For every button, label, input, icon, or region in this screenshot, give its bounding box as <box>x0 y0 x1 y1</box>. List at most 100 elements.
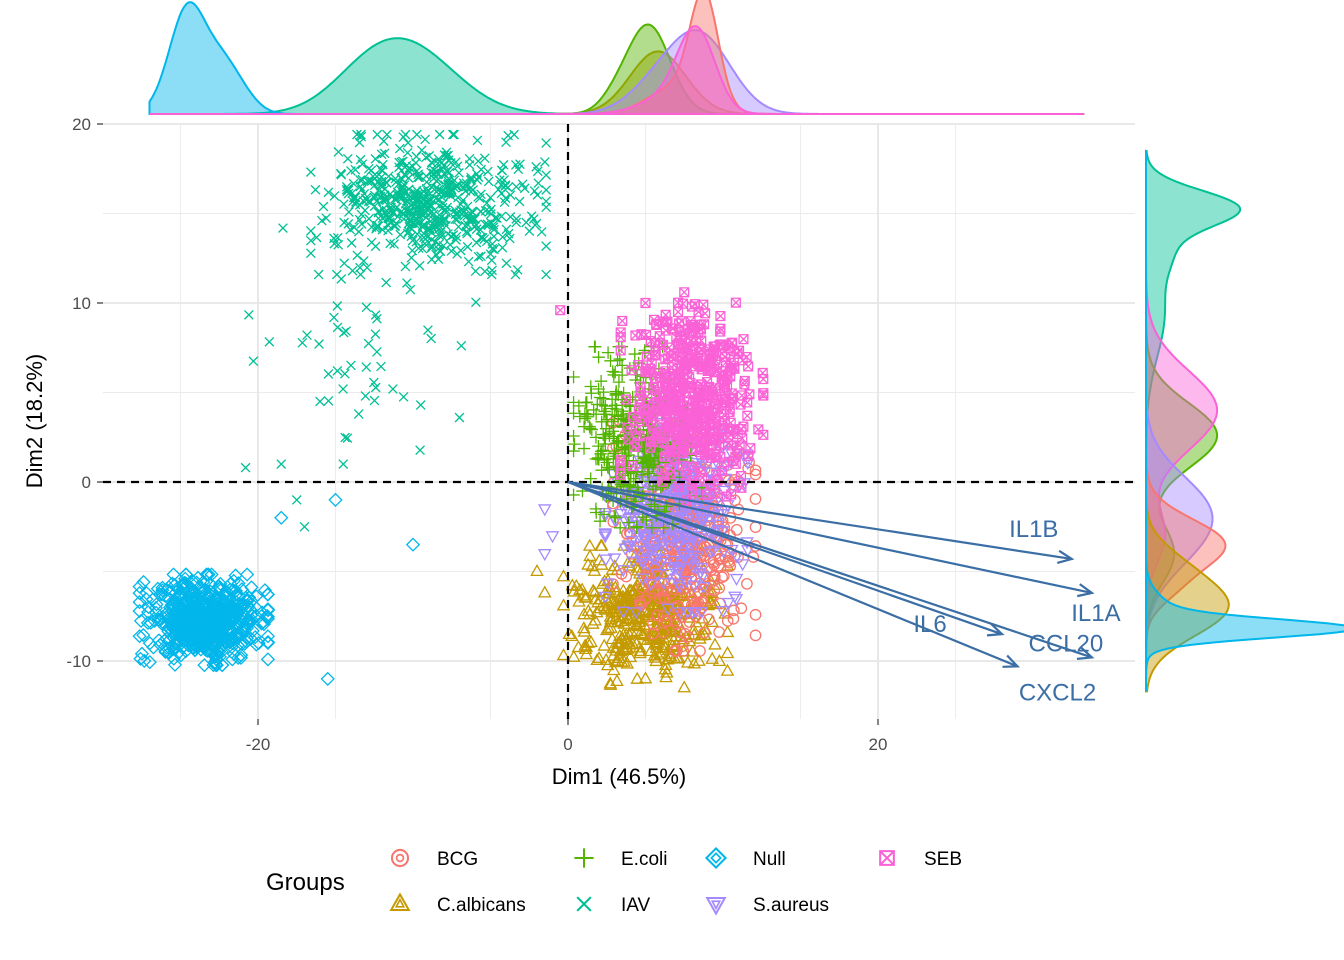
data-point <box>482 166 493 177</box>
data-point <box>687 656 702 669</box>
data-point <box>442 166 453 177</box>
data-point <box>372 346 382 357</box>
data-point <box>714 339 725 350</box>
data-point <box>716 606 730 619</box>
data-point <box>657 577 671 590</box>
data-point <box>711 535 726 548</box>
data-point <box>721 381 733 392</box>
legend-label: S.aureus <box>753 895 829 916</box>
data-point <box>485 249 496 259</box>
data-point <box>739 379 750 390</box>
data-point <box>476 251 486 262</box>
data-point <box>169 636 184 651</box>
legend: Groups BCG C.albicans E.coli IAV Null S.aureu… <box>266 846 962 916</box>
data-point <box>758 388 769 399</box>
data-point <box>169 616 184 631</box>
data-point <box>605 631 620 645</box>
data-point <box>607 368 620 382</box>
data-point <box>423 325 433 335</box>
data-point <box>475 225 486 235</box>
data-point <box>392 211 403 222</box>
data-point <box>486 269 497 280</box>
data-point <box>567 429 580 443</box>
data-point <box>248 356 259 367</box>
data-point <box>456 340 467 351</box>
data-point <box>587 403 600 417</box>
data-point <box>686 550 700 563</box>
data-point <box>593 391 607 404</box>
data-point <box>264 336 275 347</box>
data-point <box>605 562 620 575</box>
data-point <box>716 546 731 559</box>
data-point <box>648 382 659 393</box>
data-point <box>650 337 661 349</box>
data-point <box>132 595 147 610</box>
data-point <box>614 412 628 425</box>
data-point <box>449 175 460 186</box>
data-point <box>323 369 334 379</box>
legend-key <box>574 848 594 868</box>
data-point <box>609 643 623 656</box>
data-point <box>706 510 721 523</box>
data-point <box>471 224 482 235</box>
data-point <box>595 398 609 412</box>
data-point <box>732 348 743 359</box>
data-point <box>640 297 651 309</box>
data-point <box>376 149 387 160</box>
data-point <box>332 232 343 243</box>
data-point <box>749 493 762 505</box>
data-point <box>466 213 477 224</box>
data-point <box>415 400 426 410</box>
data-point <box>454 168 464 178</box>
data-point <box>612 651 626 664</box>
data-point <box>511 181 522 192</box>
data-point <box>379 148 390 159</box>
data-point <box>411 151 422 162</box>
data-point <box>705 651 720 664</box>
data-point <box>226 602 242 617</box>
data-point <box>577 442 591 455</box>
data-point <box>485 192 496 203</box>
data-point <box>621 540 635 553</box>
data-point <box>709 577 724 590</box>
data-point <box>598 508 613 521</box>
x-axis-title: Dim1 (46.5%) <box>552 764 686 789</box>
legend-symbol <box>390 848 410 868</box>
data-point <box>155 583 170 598</box>
data-point <box>496 188 507 199</box>
data-point <box>701 494 716 507</box>
data-point <box>589 431 603 444</box>
data-point <box>260 587 275 602</box>
data-point <box>155 587 170 602</box>
data-point <box>203 576 218 591</box>
data-point <box>705 614 720 628</box>
data-point <box>711 399 722 410</box>
data-point <box>555 305 566 316</box>
data-point <box>645 521 659 535</box>
data-point <box>451 235 461 245</box>
data-point <box>698 626 711 639</box>
data-point <box>687 627 702 640</box>
data-point <box>363 196 374 207</box>
data-point <box>370 382 381 393</box>
data-point <box>400 261 411 272</box>
data-point <box>713 433 724 444</box>
data-point <box>648 314 660 325</box>
data-point <box>291 495 302 505</box>
data-point <box>697 627 712 640</box>
data-point <box>638 536 653 549</box>
data-point <box>134 646 150 661</box>
data-point <box>167 657 183 672</box>
legend-symbol-inner <box>710 900 722 911</box>
data-point <box>651 609 664 622</box>
data-point <box>187 585 203 600</box>
loading-arrow-head <box>986 623 1005 637</box>
data-point <box>472 135 483 146</box>
data-point <box>310 184 321 195</box>
data-point <box>636 489 649 502</box>
data-point <box>674 339 685 350</box>
data-point <box>615 345 626 356</box>
data-point <box>727 604 740 617</box>
data-point <box>435 227 446 237</box>
data-point <box>567 488 580 502</box>
